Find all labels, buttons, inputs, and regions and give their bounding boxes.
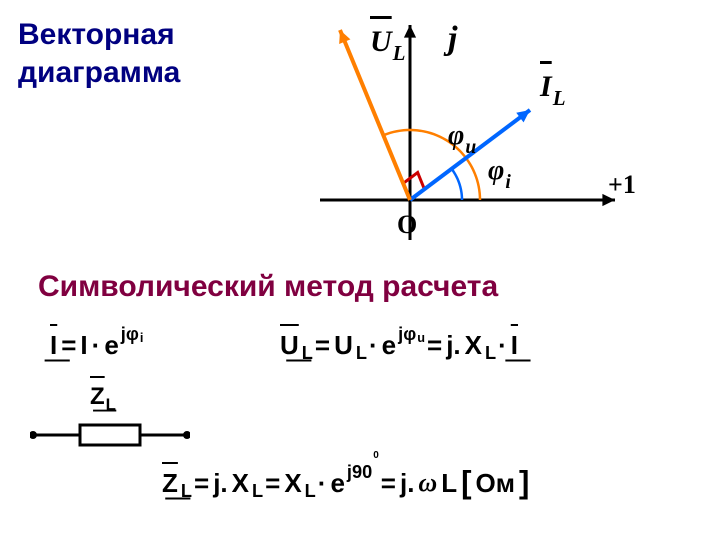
label-u-l: UL <box>370 25 406 59</box>
formula-impedance: Z͟L = j. XL = XL · e j 90 0 = j. ω L [ О… <box>160 465 531 501</box>
circuit-symbol <box>30 420 190 450</box>
label-phi-u: φu <box>448 120 476 152</box>
label-plus-one: +1 <box>608 170 636 200</box>
label-i-l: IL <box>540 70 566 104</box>
vector-diagram <box>230 10 660 260</box>
label-origin-o: O <box>397 210 417 240</box>
label-j-axis: j <box>448 20 457 58</box>
title-line-2: диаграмма <box>18 56 180 90</box>
subtitle: Символический метод расчета <box>38 270 498 304</box>
circuit-label-zl: Z͟L <box>90 383 116 411</box>
label-phi-i: φi <box>488 155 511 187</box>
formula-current: I͟ = I · e j φ i <box>48 330 143 361</box>
title-line-1: Векторная <box>18 18 175 52</box>
formula-voltage: U͟L = UL · e j φ u = j. XL · I͟ <box>278 330 520 361</box>
